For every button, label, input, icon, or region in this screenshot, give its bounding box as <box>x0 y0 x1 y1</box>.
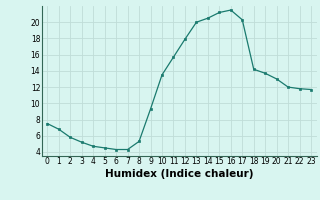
X-axis label: Humidex (Indice chaleur): Humidex (Indice chaleur) <box>105 169 253 179</box>
